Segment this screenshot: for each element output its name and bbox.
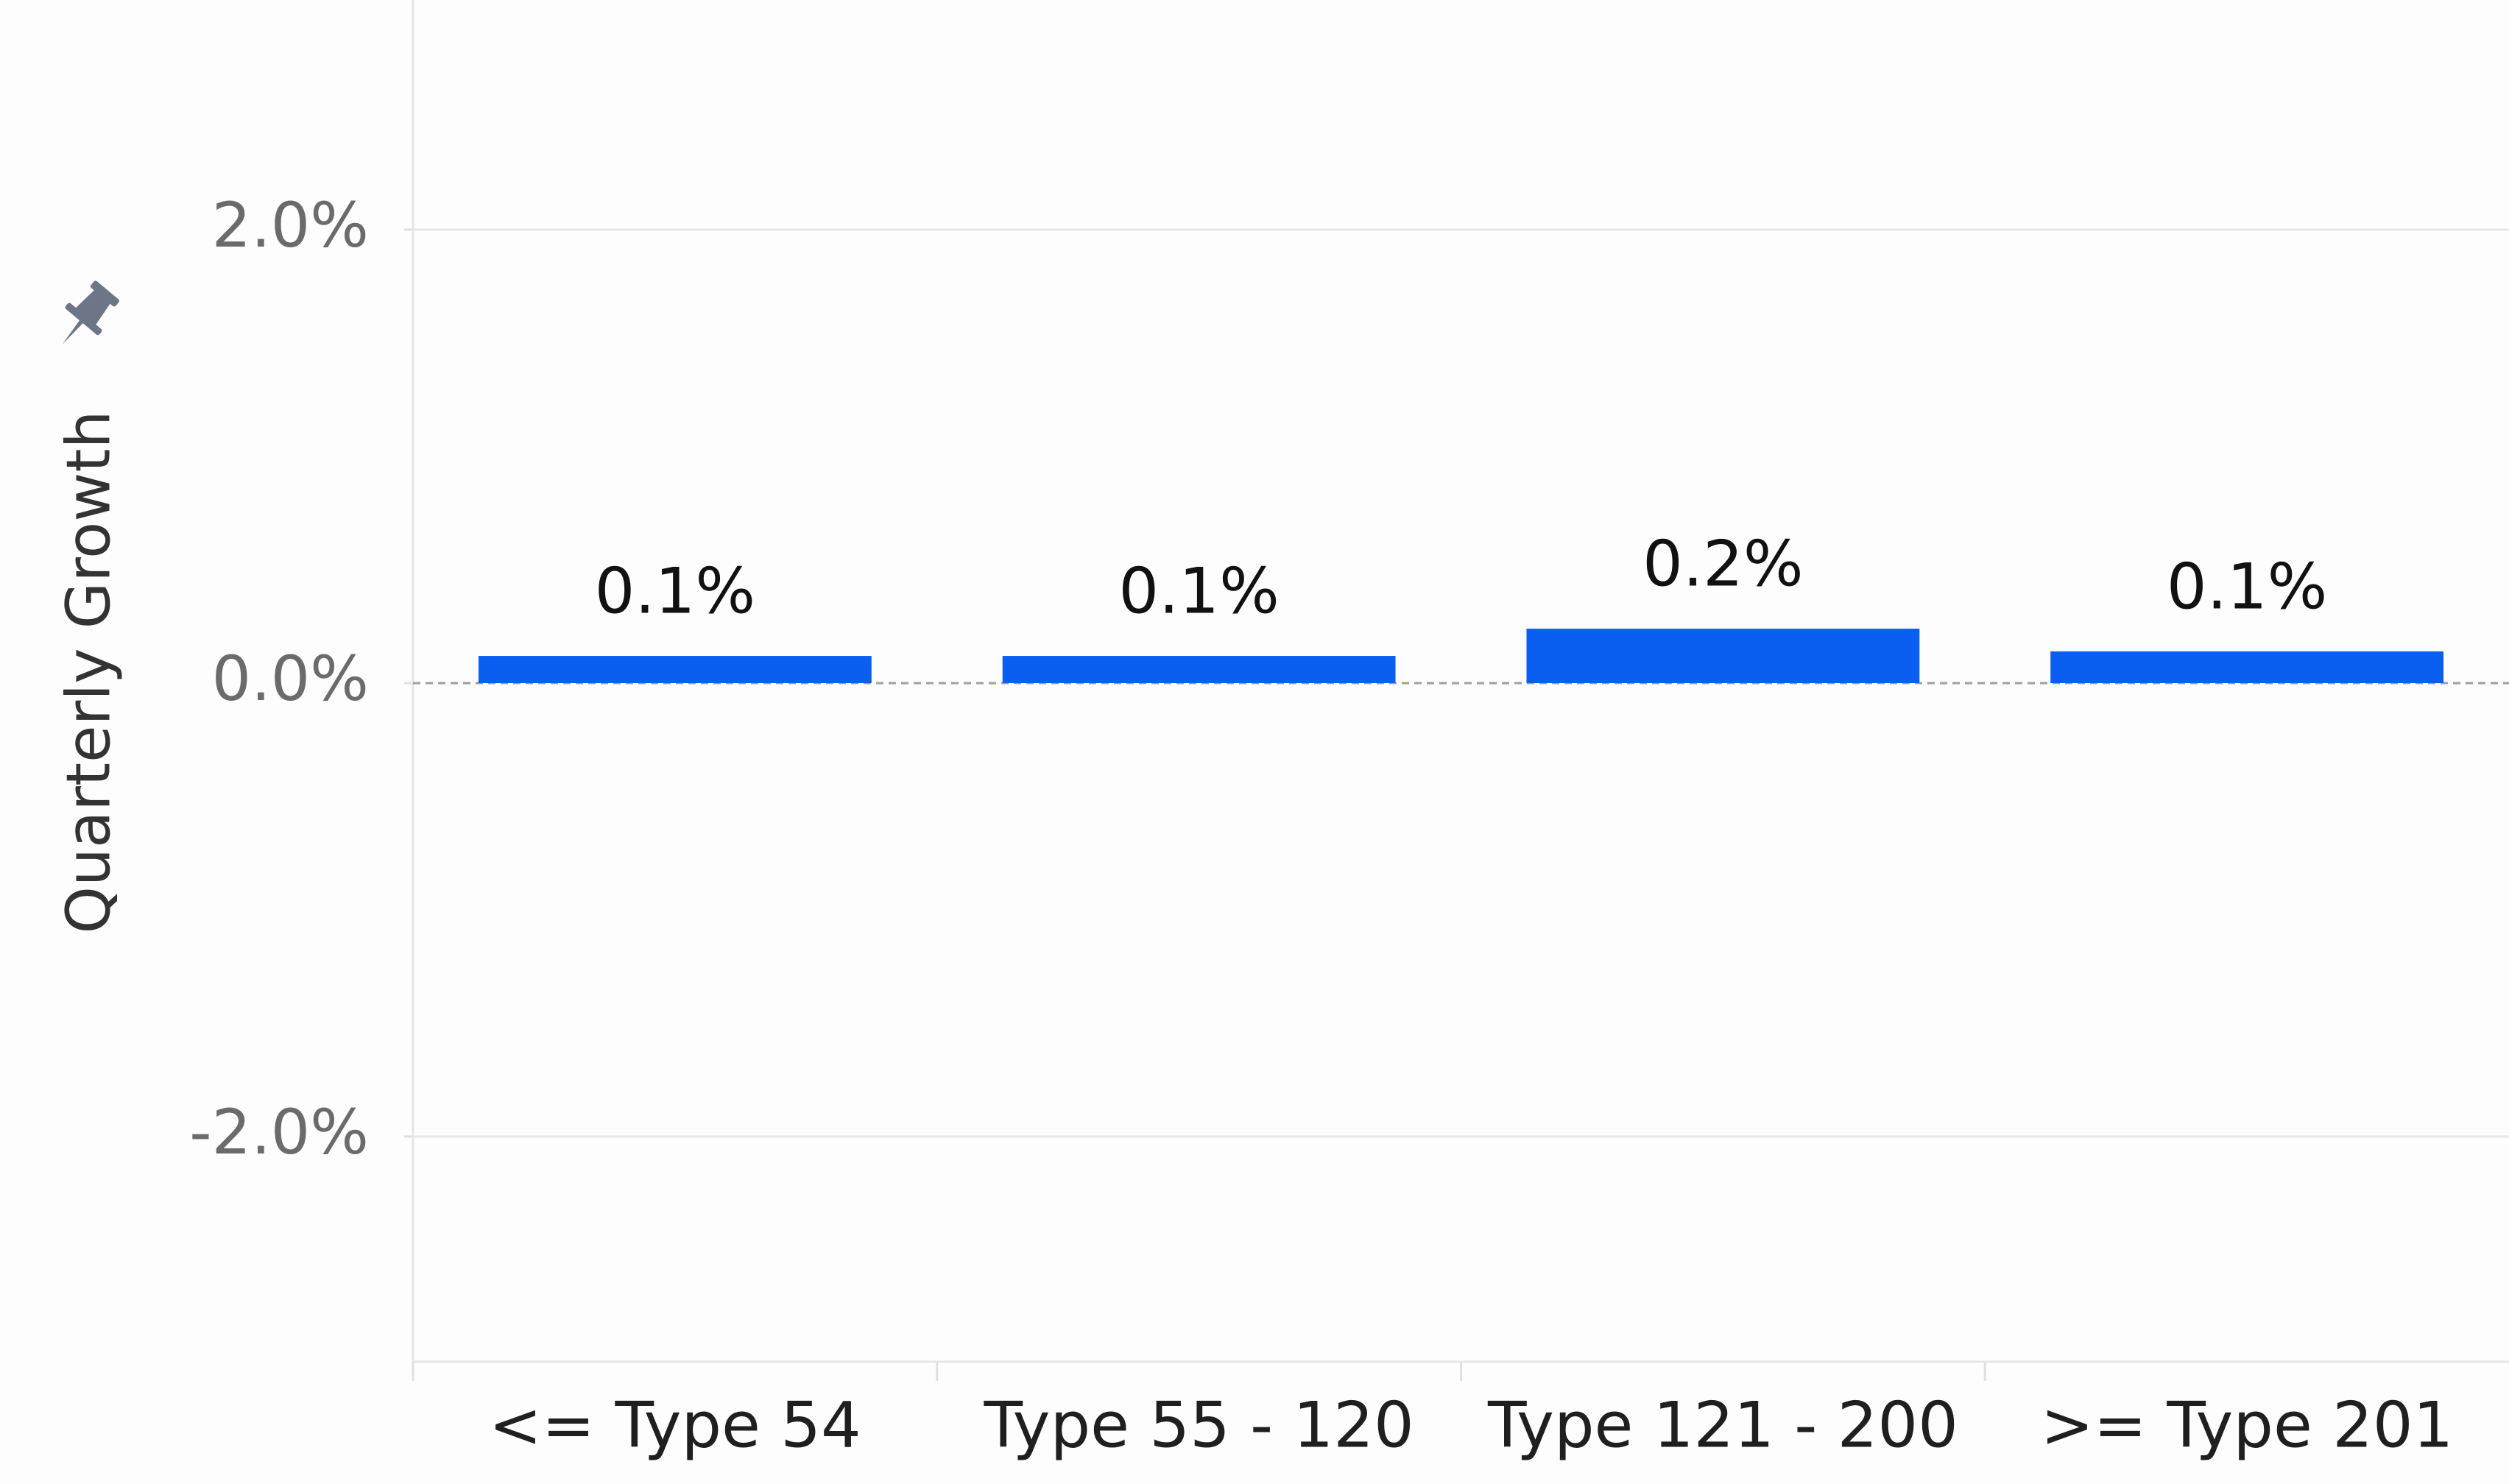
value-label: 0.1%: [1118, 554, 1280, 628]
value-label: 0.2%: [1642, 528, 1804, 601]
pin-needle[interactable]: [60, 320, 83, 345]
value-label: 0.1%: [595, 554, 756, 628]
bar: [1002, 656, 1396, 683]
value-label: 0.1%: [2167, 550, 2328, 623]
pin-head[interactable]: [90, 280, 120, 307]
y-tick-label: -2.0%: [189, 1096, 369, 1168]
pin-base[interactable]: [64, 302, 102, 336]
bar: [478, 656, 872, 683]
pin-body[interactable]: [74, 287, 113, 326]
y-tick-label: 2.0%: [212, 189, 369, 261]
x-tick-label: >= Type 201: [2041, 1388, 2453, 1462]
y-axis-title: Quarterly Growth: [54, 411, 124, 934]
bar: [1526, 629, 1920, 683]
x-tick-label: Type 55 - 120: [984, 1388, 1414, 1462]
pin-icon[interactable]: [46, 276, 125, 358]
x-tick-label: Type 121 - 200: [1487, 1388, 1958, 1462]
bar: [2050, 651, 2444, 683]
x-tick-label: <= Type 54: [489, 1388, 861, 1462]
y-tick-label: 0.0%: [212, 643, 369, 715]
